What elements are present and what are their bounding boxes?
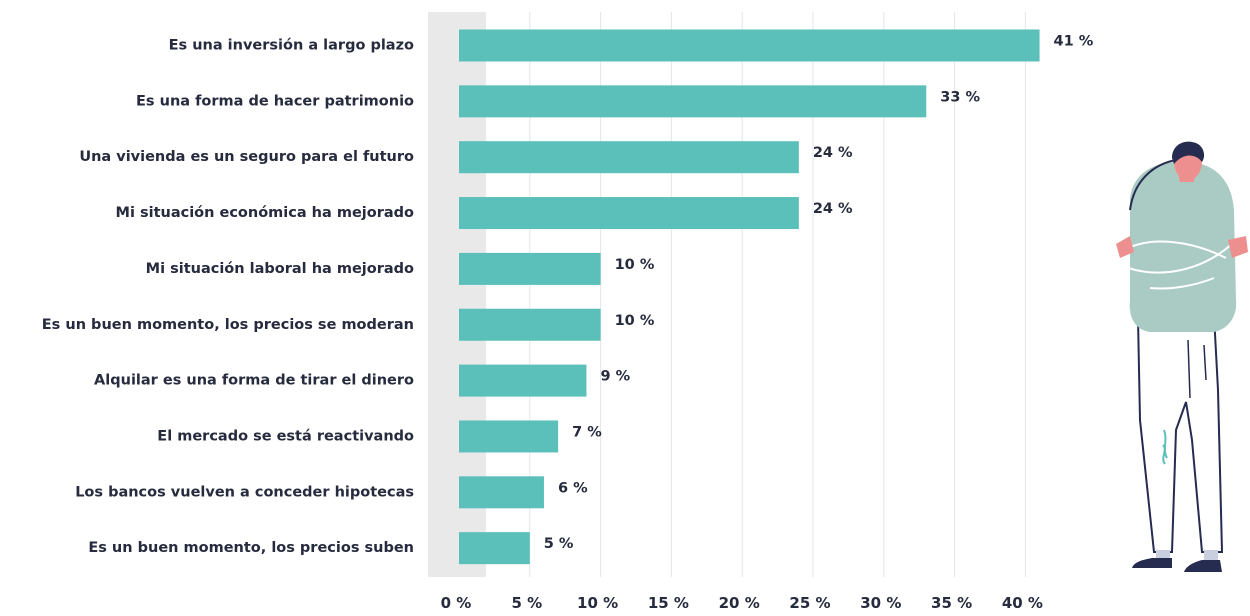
- bar: [459, 532, 530, 565]
- bar: [459, 197, 799, 230]
- category-label: El mercado se está reactivando: [157, 428, 414, 444]
- bar: [459, 308, 601, 341]
- x-axis-tick-labels: 0 % 5 % 10 % 15 % 20 % 25 % 30 % 35 % 40 %: [441, 594, 1043, 612]
- value-label: 6 %: [558, 480, 588, 496]
- shoe-right: [1184, 560, 1222, 572]
- sweater: [1129, 161, 1237, 332]
- x-tick-label: 0 %: [441, 594, 472, 612]
- value-label: 9 %: [600, 369, 630, 385]
- bar: [459, 476, 544, 509]
- x-tick-label: 25 %: [789, 594, 830, 612]
- category-label: Una vivienda es un seguro para el futuro: [79, 149, 414, 165]
- x-tick-label: 40 %: [1002, 594, 1043, 612]
- x-tick-label: 35 %: [931, 594, 972, 612]
- pants-crease: [1187, 339, 1207, 399]
- hair: [1172, 141, 1205, 164]
- category-label: Es una inversión a largo plazo: [169, 38, 414, 54]
- value-label: 5 %: [544, 536, 574, 552]
- value-label: 41 %: [1054, 34, 1094, 50]
- value-label: 24 %: [813, 145, 853, 161]
- sock-left: [1156, 550, 1170, 560]
- category-label: Es una forma de hacer patrimonio: [136, 93, 414, 109]
- sweater-outline: [1129, 159, 1177, 211]
- person-arms-crossed-icon: [1116, 141, 1248, 572]
- x-tick-label: 5 %: [511, 594, 542, 612]
- category-label: Los bancos vuelven a conceder hipotecas: [75, 484, 414, 500]
- value-label: 33 %: [940, 89, 980, 105]
- bar: [459, 141, 799, 174]
- bar: [459, 29, 1040, 62]
- sock-right: [1204, 550, 1218, 560]
- crossed-arms: [1123, 240, 1233, 290]
- value-label: 10 %: [615, 313, 655, 329]
- category-label: Alquilar es una forma de tirar el dinero: [94, 373, 414, 389]
- value-label: 7 %: [572, 424, 602, 440]
- x-tick-label: 30 %: [860, 594, 901, 612]
- category-label: Es un buen momento, los precios se moder…: [42, 317, 414, 333]
- category-label: Es un buen momento, los precios suben: [88, 540, 414, 556]
- leg-accent: [1162, 429, 1168, 465]
- x-tick-label: 15 %: [648, 594, 689, 612]
- hand-right: [1228, 236, 1248, 258]
- bar: [459, 364, 587, 397]
- x-tick-label: 10 %: [577, 594, 618, 612]
- value-label: 24 %: [813, 201, 853, 217]
- value-label: 10 %: [615, 257, 655, 273]
- category-label: Mi situación laboral ha mejorado: [146, 261, 414, 277]
- pants: [1136, 313, 1224, 553]
- x-tick-label: 20 %: [719, 594, 760, 612]
- bar: [459, 85, 927, 118]
- hand-left: [1116, 236, 1134, 258]
- category-label: Mi situación económica ha mejorado: [116, 205, 415, 221]
- bars: [459, 29, 1040, 565]
- bar: [459, 420, 559, 453]
- category-labels: Es una inversión a largo plazo Es una for…: [42, 38, 414, 557]
- value-labels: 41 % 33 % 24 % 24 % 10 % 10 % 9 % 7 % 6 % 5 %: [544, 34, 1094, 553]
- shoe-left: [1132, 558, 1172, 568]
- bar: [459, 252, 601, 285]
